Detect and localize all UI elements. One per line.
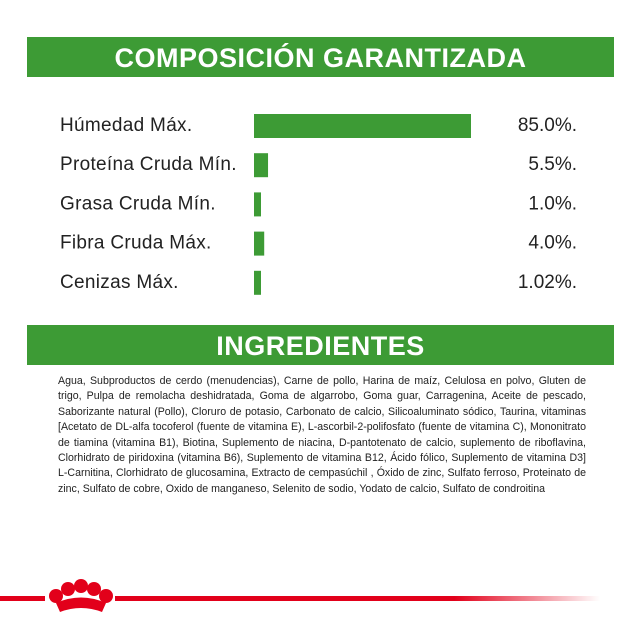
value-label: 1.02%. — [518, 272, 577, 293]
bar — [254, 153, 269, 178]
ingredients-text: Agua, Subproductos de cerdo (menudencias… — [58, 375, 586, 495]
bar — [254, 114, 471, 138]
category-label: Proteína Cruda Mín. — [60, 154, 237, 175]
value-label: 85.0%. — [518, 115, 577, 136]
category-label: Grasa Cruda Mín. — [60, 193, 216, 214]
bar — [254, 270, 261, 295]
value-label: 1.0%. — [528, 193, 577, 214]
bar — [254, 231, 265, 256]
value-label: 5.5%. — [528, 154, 577, 175]
category-label: Húmedad Máx. — [60, 115, 192, 136]
value-label: 4.0%. — [528, 233, 577, 254]
bar — [254, 192, 261, 217]
category-label: Fibra Cruda Máx. — [60, 233, 212, 254]
category-label: Cenizas Máx. — [60, 272, 179, 293]
section-title: INGREDIENTES — [27, 325, 614, 365]
chart: Húmedad Máx. 85.0%. Proteína Cruda Mín. 5.5… — [60, 114, 577, 295]
section-title: COMPOSICIÓN GARANTIZADA — [27, 37, 614, 77]
